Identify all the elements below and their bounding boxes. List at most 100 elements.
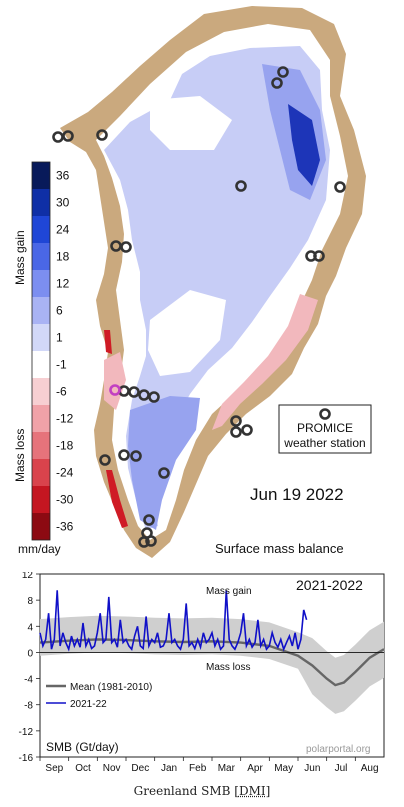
station-marker bbox=[52, 131, 64, 143]
colorbar-tick-label: -6 bbox=[56, 385, 67, 399]
chart-title: 2021-2022 bbox=[296, 577, 363, 593]
x-tick-label: Apr bbox=[247, 763, 263, 774]
legend-title: PROMICE bbox=[297, 421, 353, 435]
colorbar-swatch bbox=[32, 513, 50, 540]
station-legend-icon bbox=[319, 408, 331, 420]
caption-text: Greenland SMB [ bbox=[133, 784, 239, 798]
source-label: polarportal.org bbox=[306, 744, 370, 755]
colorbar-tick-label: 6 bbox=[56, 304, 63, 318]
colorbar-swatch bbox=[32, 216, 50, 243]
caption-end: ] bbox=[265, 784, 271, 798]
colorbar-tick-label: -24 bbox=[56, 466, 74, 480]
ice-strong-gain bbox=[288, 104, 320, 186]
x-tick-label: Jan bbox=[161, 763, 177, 774]
promice-stations bbox=[52, 66, 346, 548]
ice-loss-south bbox=[212, 294, 318, 430]
colorbar-swatch bbox=[32, 270, 50, 297]
station-marker bbox=[158, 467, 170, 479]
ice-white-west bbox=[150, 96, 232, 150]
colorbar-swatch bbox=[32, 459, 50, 486]
chart-axes bbox=[36, 573, 356, 761]
station-marker bbox=[334, 181, 346, 193]
station-marker bbox=[271, 77, 283, 89]
x-tick-label: Dec bbox=[131, 763, 149, 774]
colorbar-tick-label: 1 bbox=[56, 331, 63, 345]
x-tick-label: May bbox=[274, 763, 293, 774]
colorbar-frame bbox=[31, 161, 51, 541]
y-tick-label: -16 bbox=[19, 753, 34, 764]
map-date: Jun 19 2022 bbox=[250, 485, 344, 504]
station-marker bbox=[62, 130, 74, 142]
station-marker bbox=[138, 536, 150, 548]
colorbar-swatch bbox=[32, 243, 50, 270]
station-marker bbox=[99, 454, 111, 466]
station-marker bbox=[148, 391, 160, 403]
promice-legend: PROMICE weather station bbox=[278, 404, 372, 454]
x-tick-label: Sep bbox=[45, 763, 63, 774]
y-tick-label: 8 bbox=[27, 596, 33, 607]
legend-mean: Mean (1981-2010) bbox=[70, 682, 152, 693]
y-tick-label: -12 bbox=[19, 727, 34, 738]
station-marker bbox=[277, 66, 289, 78]
station-marker bbox=[120, 241, 132, 253]
colorbar-tick-label: -12 bbox=[56, 412, 74, 426]
y-tick-label: -4 bbox=[24, 675, 33, 686]
colorbar-swatch bbox=[32, 297, 50, 324]
y-tick-label: -8 bbox=[24, 701, 33, 712]
y-axis-label: SMB (Gt/day) bbox=[46, 740, 119, 754]
colorbar-swatch bbox=[32, 405, 50, 432]
station-marker bbox=[313, 250, 325, 262]
station-marker bbox=[230, 415, 242, 427]
colorbar-tick-label: -30 bbox=[56, 493, 74, 507]
x-tick-label: Feb bbox=[189, 763, 207, 774]
colorbar-tick-label: 36 bbox=[56, 169, 70, 183]
y-tick-label: 0 bbox=[27, 648, 33, 659]
smb-time-series-chart: 2021-2022 Mass gain Mass loss Mean (1981… bbox=[19, 572, 385, 774]
colorbar-swatch bbox=[32, 378, 50, 405]
colorbar-tick-label: -18 bbox=[56, 439, 74, 453]
x-tick-label: Jul bbox=[335, 763, 348, 774]
x-tick-label: Oct bbox=[75, 763, 91, 774]
station-marker bbox=[96, 129, 108, 141]
station-marker bbox=[145, 535, 157, 547]
colorbar-swatch bbox=[32, 432, 50, 459]
colorbar-tick-label: 18 bbox=[56, 250, 70, 264]
year-series-line bbox=[39, 590, 308, 652]
x-tick-label: Jun bbox=[304, 763, 320, 774]
x-tick-label: Aug bbox=[361, 763, 379, 774]
y-tick-label: 12 bbox=[22, 572, 34, 581]
station-marker bbox=[138, 389, 150, 401]
y-tick-labels: 12 8 4 0 -4 -8 -12 -16 bbox=[19, 572, 34, 764]
colorbar-unit: mm/day bbox=[18, 542, 61, 556]
ice-red-west bbox=[106, 470, 128, 528]
y-tick-label: 4 bbox=[27, 622, 33, 633]
figure-caption: Greenland SMB [DMI] bbox=[0, 784, 404, 798]
dmi-link[interactable]: DMI bbox=[238, 784, 266, 798]
colorbar-tick-label: 24 bbox=[56, 223, 70, 237]
colorbar-gain-label: Mass gain bbox=[13, 230, 27, 285]
greenland-smb-map: 36 30 24 18 12 6 1 -1 -6 -12 -18 -24 -30 -36 Mass gai… bbox=[13, 6, 372, 558]
colorbar-swatch bbox=[32, 162, 50, 189]
ice-mid-gain-south bbox=[128, 396, 200, 530]
annotation-gain: Mass gain bbox=[206, 586, 252, 597]
legend-subtitle: weather station bbox=[283, 436, 365, 450]
station-marker bbox=[118, 449, 130, 461]
x-tick-label: Mar bbox=[218, 763, 236, 774]
x-tick-labels: Sep Oct Nov Dec Jan Feb Mar Apr May Jun Jul Aug bbox=[45, 763, 378, 774]
ice-sheet bbox=[96, 24, 348, 540]
colorbar: 36 30 24 18 12 6 1 -1 -6 -12 -18 -24 -30 -36 bbox=[31, 161, 74, 541]
colorbar-tick-label: -1 bbox=[56, 358, 67, 372]
station-marker bbox=[143, 514, 155, 526]
station-marker bbox=[241, 424, 253, 436]
colorbar-tick-label: 12 bbox=[56, 277, 70, 291]
colorbar-tick-label: -36 bbox=[56, 520, 74, 534]
colorbar-swatch bbox=[32, 324, 50, 351]
ice-red-sw bbox=[104, 330, 112, 354]
chart-legend: Mean (1981-2010) 2021-22 bbox=[46, 682, 152, 710]
colorbar-tick-label: 30 bbox=[56, 196, 70, 210]
annotation-loss: Mass loss bbox=[206, 662, 250, 673]
colorbar-swatch bbox=[32, 486, 50, 513]
colorbar-loss-label: Mass loss bbox=[13, 429, 27, 482]
map-subtitle: Surface mass balance bbox=[215, 541, 344, 556]
station-marker bbox=[230, 426, 242, 438]
